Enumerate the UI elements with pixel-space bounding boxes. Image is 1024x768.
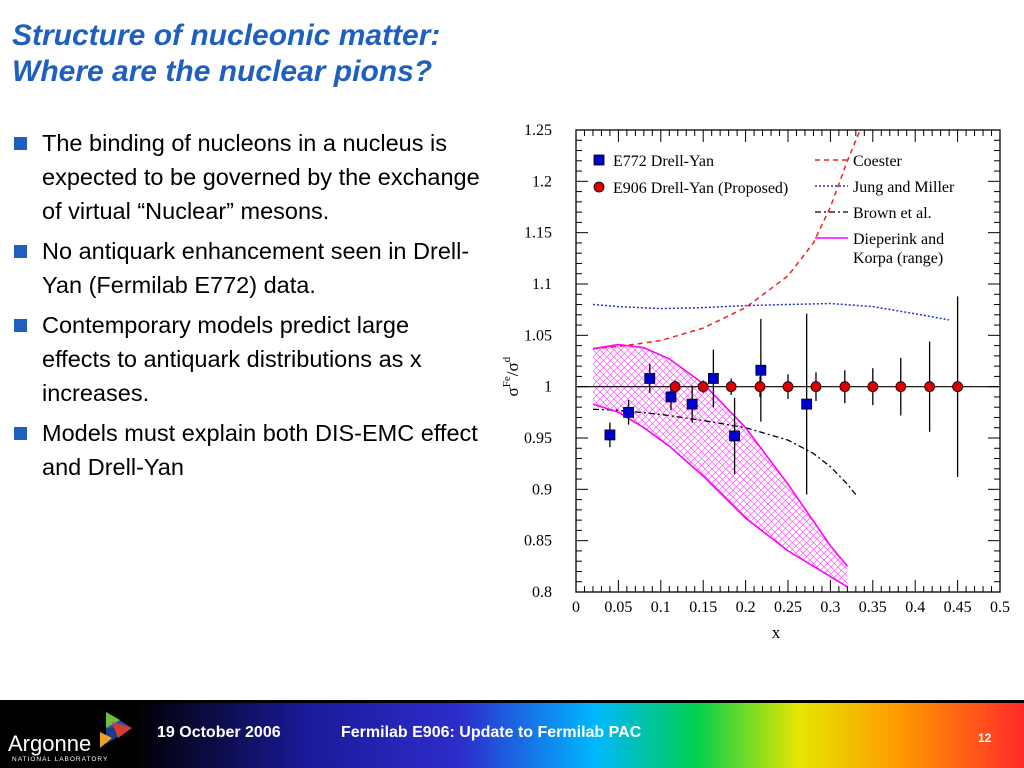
x-tick-label: 0.5 [990, 599, 1010, 616]
x-tick-label: 0.1 [651, 599, 671, 616]
argonne-logo-mark-icon [100, 712, 132, 748]
y-tick-label: 1.2 [532, 173, 552, 190]
x-tick-label: 0.45 [944, 599, 972, 616]
e772-point [801, 398, 813, 410]
e906-point [754, 381, 766, 393]
e772-point [644, 373, 656, 384]
bullet-text: No antiquark enhancement seen in Drell-Y… [42, 238, 470, 298]
y-tick-label: 0.85 [524, 533, 552, 550]
e906-point [895, 381, 907, 393]
e906-point [810, 381, 822, 393]
bullet-item: Contemporary models predict large effect… [12, 308, 482, 410]
ratio-chart: 0 0.05 0.1 0.15 0.2 0.25 0.3 0.35 0.4 0.45 0.5 0.8 0… [501, 122, 1010, 642]
y-tick-label: 1.15 [524, 225, 552, 242]
e772-point [604, 429, 616, 441]
y-tick-label: 1.25 [524, 122, 552, 139]
slide-title: Structure of nucleonic matter: Where are… [12, 18, 440, 90]
logo-subtitle: NATIONAL LABORATORY [12, 756, 109, 763]
dieperink-band-fill [593, 344, 848, 587]
x-tick-label: 0.2 [736, 599, 756, 616]
bullet-item: The binding of nucleons in a nucleus is … [12, 126, 482, 228]
e772-point [623, 406, 634, 418]
y-tick-label: 0.8 [532, 584, 552, 601]
legend-e906-marker [593, 181, 605, 193]
y-tick-label: 1.1 [532, 276, 552, 293]
footer-date: 19 October 2006 [157, 724, 281, 741]
bullet-item: Models must explain both DIS-EMC effect … [12, 416, 482, 484]
legend-label: E906 Drell-Yan (Proposed) [613, 180, 788, 197]
y-tick-label: 1 [544, 379, 552, 396]
bullet-text: Models must explain both DIS-EMC effect … [42, 420, 478, 480]
e906-point [697, 381, 709, 393]
footer-divider [0, 700, 1024, 703]
e772-point [665, 391, 677, 403]
brown-et-al--curve [592, 408, 857, 495]
argonne-logo: Argonne NATIONAL LABORATORY [8, 708, 138, 764]
e772-point [729, 430, 740, 442]
e906-point [839, 381, 851, 393]
e772-point [755, 364, 767, 376]
bullet-square-icon [14, 319, 27, 332]
page-number: 12 [978, 731, 992, 745]
x-tick-label: 0 [572, 599, 580, 616]
e906-point [782, 381, 794, 393]
bullet-text: Contemporary models predict large effect… [42, 312, 422, 406]
footer-bar: Argonne NATIONAL LABORATORY 19 October 2… [0, 700, 1024, 768]
legend-label: Jung and Miller [853, 179, 955, 196]
x-tick-label: 0.15 [689, 599, 717, 616]
bullet-square-icon [14, 245, 27, 258]
e906-point [924, 381, 936, 393]
x-tick-label: 0.4 [905, 599, 925, 616]
y-axis-label: σFe/σd [501, 356, 522, 396]
bullet-list: The binding of nucleons in a nucleus is … [12, 126, 482, 490]
e906-point [867, 381, 879, 393]
legend-label: Brown et al. [853, 205, 932, 222]
e772-point [686, 398, 698, 410]
x-tick-label: 0.35 [859, 599, 887, 616]
legend-label: Dieperink and [853, 231, 944, 248]
e906-point [669, 381, 681, 393]
x-tick-label: 0.3 [820, 599, 840, 616]
slide-title-line-2: Where are the nuclear pions? [12, 55, 433, 88]
footer-title: Fermilab E906: Update to Fermilab PAC [341, 724, 642, 741]
jung-and-miller-curve [592, 302, 950, 321]
bullet-item: No antiquark enhancement seen in Drell-Y… [12, 234, 482, 302]
y-tick-label: 0.95 [524, 430, 552, 447]
e906-point [952, 381, 964, 393]
bullet-square-icon [14, 427, 27, 440]
coester-curve [592, 129, 861, 350]
legend-label: Coester [853, 153, 903, 170]
x-tick-label: 0.05 [604, 599, 632, 616]
y-tick-label: 0.9 [532, 481, 552, 498]
logo-wordmark: Argonne [8, 731, 92, 756]
x-tick-label: 0.25 [774, 599, 802, 616]
bullet-square-icon [14, 137, 27, 150]
legend-e772-marker [593, 154, 605, 166]
bullet-text: The binding of nucleons in a nucleus is … [42, 130, 480, 224]
legend-label: Korpa (range) [853, 250, 943, 267]
e906-point [725, 381, 737, 393]
legend-label: E772 Drell-Yan [613, 153, 714, 170]
y-tick-label: 1.05 [524, 327, 552, 344]
slide-title-line-1: Structure of nucleonic matter: [12, 19, 441, 52]
x-axis-label: x [772, 623, 781, 642]
e772-point [707, 373, 719, 384]
